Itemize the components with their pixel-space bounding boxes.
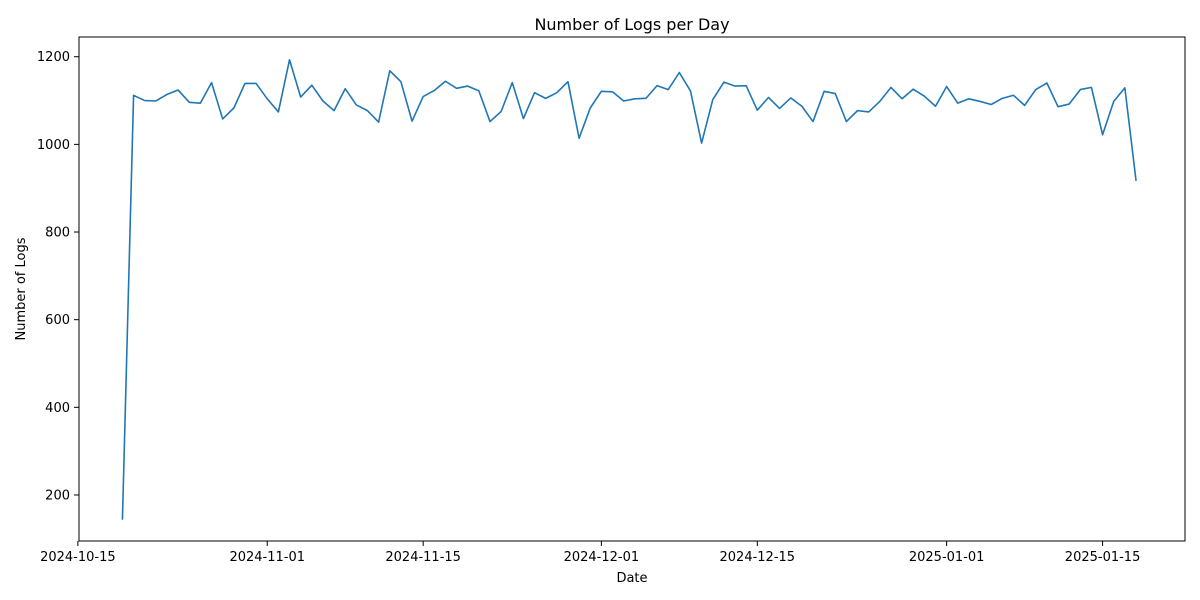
y-tick-label: 400 — [45, 401, 70, 416]
x-tick-label: 2025-01-01 — [909, 550, 985, 565]
y-tick-label: 200 — [45, 488, 70, 503]
y-tick-label: 1200 — [37, 50, 70, 65]
y-axis: 200 400 600 800 1000 1200 — [37, 50, 79, 503]
x-axis-label: Date — [616, 571, 647, 586]
series-layer — [121, 58, 1137, 520]
y-tick-label: 600 — [45, 313, 70, 328]
x-axis: 2024-10-15 2024-11-01 2024-11-15 2024-12-01… — [40, 541, 1140, 565]
x-tick-label: 2024-11-01 — [229, 550, 305, 565]
y-tick-label: 800 — [45, 226, 70, 241]
x-tick-label: 2024-11-15 — [385, 550, 461, 565]
x-tick-label: 2025-01-15 — [1065, 550, 1141, 565]
x-tick-label: 2024-10-15 — [40, 550, 116, 565]
y-tick-label: 1000 — [37, 138, 70, 153]
plot-area-frame — [78, 36, 1186, 542]
chart-title: Number of Logs per Day — [534, 15, 729, 34]
series-line — [121, 58, 1137, 520]
y-axis-label: Number of Logs — [14, 237, 29, 340]
x-tick-label: 2024-12-15 — [720, 550, 796, 565]
x-tick-label: 2024-12-01 — [564, 550, 640, 565]
